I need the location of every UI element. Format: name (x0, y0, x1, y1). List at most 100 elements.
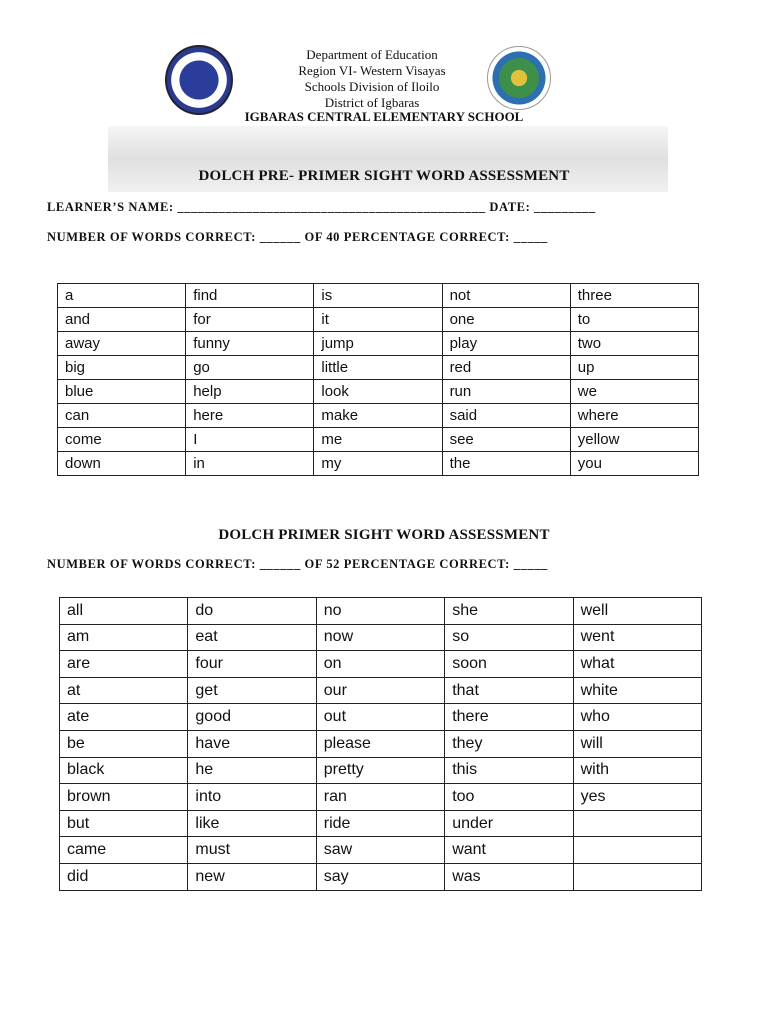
school-seal-logo (487, 46, 551, 110)
word-cell: be (58, 729, 189, 758)
word-cell: yellow (569, 427, 700, 452)
word-cell: have (187, 729, 317, 758)
primer-title: DOLCH PRIMER SIGHT WORD ASSESSMENT (218, 527, 550, 543)
header-line-department: Department of Education (306, 47, 438, 62)
word-cell: into (187, 783, 317, 811)
word-cell: look (313, 379, 443, 404)
pre-primer-score-line: NUMBER OF WORDS CORRECT: ______ OF 40 PE… (47, 230, 548, 244)
header-line-region: Region VI- Western Visayas (298, 63, 446, 78)
word-cell: so (444, 623, 574, 652)
word-cell: ate (58, 703, 189, 731)
word-cell: all (58, 597, 189, 625)
table-row: am eat now so went (58, 623, 703, 652)
word-cell: what (572, 650, 703, 678)
word-cell: now (315, 623, 446, 652)
word-cell: for (185, 307, 315, 332)
word-cell: in (185, 451, 315, 476)
word-cell: red (441, 355, 571, 380)
word-cell: like (187, 809, 317, 838)
word-cell: away (56, 331, 187, 356)
header-line-division: Schools Division of Iloilo (304, 79, 440, 94)
word-cell: there (444, 703, 574, 731)
word-cell: big (56, 355, 187, 380)
primer-score-line: NUMBER OF WORDS CORRECT: ______ OF 52 PE… (47, 557, 548, 571)
word-cell: well (572, 597, 703, 625)
word-cell: they (444, 729, 574, 758)
word-cell: one (441, 307, 571, 332)
word-cell: saw (315, 836, 446, 864)
word-cell: me (313, 427, 443, 452)
word-cell: with (572, 756, 703, 785)
header-line-district: District of Igbaras (324, 95, 420, 110)
word-cell: good (187, 703, 317, 731)
word-cell: is (313, 283, 443, 308)
table-row: did new say was (58, 862, 703, 891)
word-cell: get (187, 676, 317, 705)
word-cell: no (315, 597, 446, 625)
word-cell: too (444, 783, 574, 811)
table-row: black he pretty this with (58, 756, 703, 785)
word-cell: we (569, 379, 700, 404)
word-cell: was (444, 862, 574, 891)
word-cell: on (315, 650, 446, 678)
word-cell: please (315, 729, 446, 758)
word-cell: jump (313, 331, 443, 356)
word-cell: out (315, 703, 446, 731)
word-cell: want (444, 836, 574, 864)
word-cell: soon (444, 650, 574, 678)
table-row: a find is not three (56, 283, 700, 308)
table-row: be have please they will (58, 729, 703, 758)
word-cell: my (313, 451, 443, 476)
table-row: all do no she well (58, 597, 703, 625)
word-cell: black (58, 756, 189, 785)
table-row: big go little red up (56, 355, 700, 380)
word-cell: to (569, 307, 700, 332)
word-cell (572, 809, 703, 838)
word-cell: find (185, 283, 315, 308)
word-cell: are (58, 650, 189, 678)
table-row: but like ride under (58, 809, 703, 838)
word-cell: the (441, 451, 571, 476)
table-row: down in my the you (56, 451, 700, 476)
word-cell: he (187, 756, 317, 785)
table-row: at get our that white (58, 676, 703, 705)
pre-primer-word-table: a find is not three and for it one to away funny jum… (56, 283, 700, 476)
word-cell: she (444, 597, 574, 625)
table-row: and for it one to (56, 307, 700, 332)
primer-word-table: all do no she well am eat now so went are four on soo… (58, 597, 703, 891)
word-cell: can (56, 403, 187, 428)
word-cell: four (187, 650, 317, 678)
deped-seal-logo (165, 45, 233, 115)
word-cell: at (58, 676, 189, 705)
word-cell: pretty (315, 756, 446, 785)
word-cell: ran (315, 783, 446, 811)
word-cell: said (441, 403, 571, 428)
word-cell: help (185, 379, 315, 404)
word-cell: under (444, 809, 574, 838)
word-cell: little (313, 355, 443, 380)
table-row: are four on soon what (58, 650, 703, 678)
word-cell: where (569, 403, 700, 428)
word-cell: who (572, 703, 703, 731)
word-cell: must (187, 836, 317, 864)
word-cell: am (58, 623, 189, 652)
word-cell: run (441, 379, 571, 404)
word-cell: blue (56, 379, 187, 404)
word-cell: yes (572, 783, 703, 811)
word-cell: and (56, 307, 187, 332)
learner-name-line: LEARNER’S NAME: ________________________… (47, 200, 596, 214)
word-cell: will (572, 729, 703, 758)
table-row: blue help look run we (56, 379, 700, 404)
word-cell: not (441, 283, 571, 308)
table-row: brown into ran too yes (58, 783, 703, 811)
word-cell: play (441, 331, 571, 356)
word-cell: this (444, 756, 574, 785)
word-cell: come (56, 427, 187, 452)
table-row: ate good out there who (58, 703, 703, 731)
table-row: away funny jump play two (56, 331, 700, 356)
word-cell: brown (58, 783, 189, 811)
word-cell (572, 836, 703, 864)
word-cell: I (185, 427, 315, 452)
table-row: came must saw want (58, 836, 703, 864)
